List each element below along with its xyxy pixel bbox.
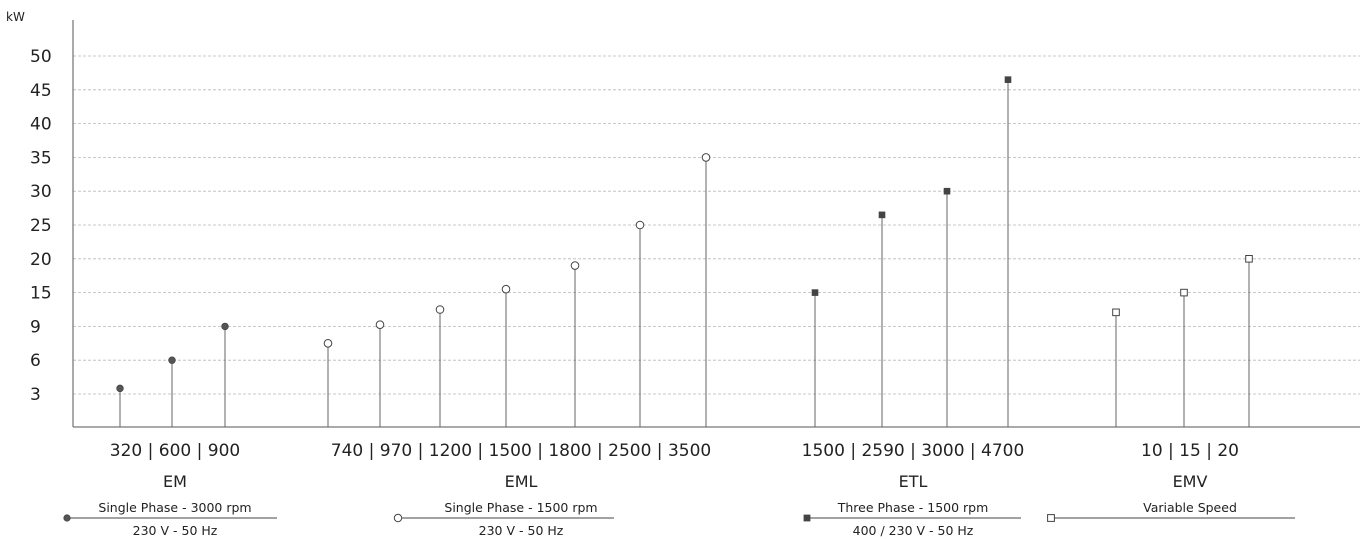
data-point-filled-circle	[116, 384, 124, 393]
y-tick-label: 25	[30, 216, 52, 236]
data-point-hollow-circle	[501, 284, 511, 294]
y-tick-label: 50	[30, 47, 52, 67]
axes	[72, 20, 1360, 428]
data-point-hollow-circle	[435, 305, 445, 314]
data-point-filled-square	[878, 211, 886, 219]
x-category-labels: 10 | 15 | 20	[1141, 441, 1239, 461]
y-tick-label: 9	[30, 317, 41, 337]
data-stems	[119, 79, 1250, 427]
group-labels: 320 | 600 | 900 EM Single Phase - 3000 rpm…	[63, 441, 1295, 538]
group-name: EML	[505, 472, 538, 491]
group-desc-bottom: 230 V - 50 Hz	[133, 523, 218, 538]
group-desc-top: Three Phase - 1500 rpm	[837, 500, 989, 515]
legend-marker	[63, 514, 71, 522]
legend-marker	[393, 513, 403, 523]
y-tick-label: 3	[30, 385, 41, 405]
group-name: EM	[163, 472, 187, 491]
data-point-hollow-circle	[570, 261, 580, 270]
y-unit-label: kW	[6, 10, 25, 24]
y-tick-label: 35	[30, 148, 52, 168]
group-desc-top: Single Phase - 1500 rpm	[444, 500, 597, 515]
x-category-labels: 1500 | 2590 | 3000 | 4700	[802, 441, 1025, 461]
y-tick-label: 15	[30, 284, 52, 304]
data-point-filled-circle	[221, 322, 229, 331]
data-points	[116, 76, 1253, 393]
group-desc-bottom: 400 / 230 V - 50 Hz	[853, 523, 974, 538]
y-tick-label: 20	[30, 250, 52, 270]
y-tick-labels: 3 6 9 15 20 25 30 35 40 45 50	[30, 47, 52, 405]
data-point-filled-square	[943, 187, 951, 195]
data-point-filled-square	[1004, 76, 1012, 83]
data-point-hollow-square	[1245, 255, 1253, 263]
group-desc-bottom: 230 V - 50 Hz	[479, 523, 564, 538]
data-point-hollow-circle	[701, 153, 711, 162]
group-name: EMV	[1173, 472, 1208, 491]
y-tick-label: 40	[30, 115, 52, 135]
y-tick-label: 30	[30, 182, 52, 202]
x-category-labels: 320 | 600 | 900	[110, 441, 240, 461]
legend-marker	[803, 514, 811, 522]
data-point-hollow-square	[1112, 308, 1120, 317]
legend-marker	[1047, 514, 1055, 522]
y-tick-label: 6	[30, 351, 41, 371]
data-point-hollow-circle	[635, 220, 645, 230]
x-category-labels: 740 | 970 | 1200 | 1500 | 1800 | 2500 | …	[331, 441, 711, 461]
group-desc-top: Variable Speed	[1143, 500, 1237, 515]
group-desc-top: Single Phase - 3000 rpm	[98, 500, 251, 515]
group-name: ETL	[899, 472, 928, 491]
grid-lines	[73, 55, 1360, 395]
data-point-filled-circle	[168, 356, 176, 364]
data-point-filled-square	[811, 289, 819, 296]
data-point-hollow-square	[1180, 288, 1188, 297]
data-point-hollow-circle	[375, 320, 385, 330]
y-tick-label: 45	[30, 81, 52, 101]
data-point-hollow-circle	[323, 339, 333, 348]
